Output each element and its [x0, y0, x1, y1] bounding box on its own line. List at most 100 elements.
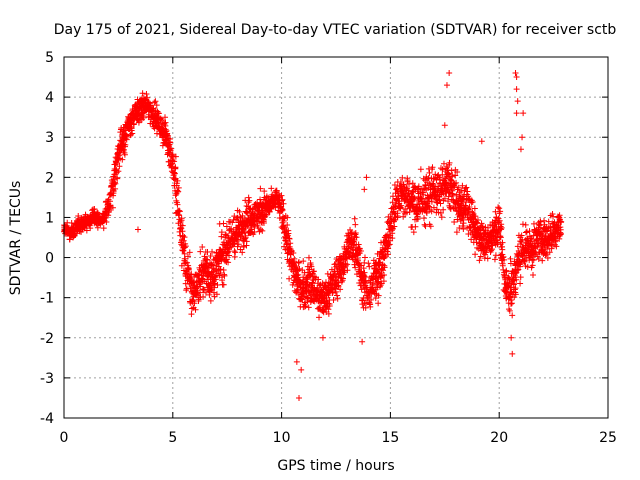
data-point [524, 263, 531, 270]
data-point [239, 249, 246, 256]
data-point [446, 159, 453, 166]
data-point [430, 204, 437, 211]
data-point [495, 204, 502, 211]
data-point [530, 271, 537, 278]
data-point [268, 185, 275, 192]
data-point [361, 254, 368, 261]
data-point [116, 163, 123, 170]
data-point [498, 226, 505, 233]
data-point [319, 334, 326, 341]
data-point [526, 228, 533, 235]
data-point [134, 226, 141, 233]
data-point [455, 184, 462, 191]
data-point [519, 134, 526, 141]
data-point [325, 292, 332, 299]
data-point [152, 98, 159, 105]
data-point [478, 220, 485, 227]
data-point [259, 227, 266, 234]
data-point [360, 265, 367, 272]
data-point [226, 226, 233, 233]
data-point [402, 205, 409, 212]
data-point [296, 265, 303, 272]
data-point [326, 302, 333, 309]
data-point [477, 253, 484, 260]
data-point [272, 204, 279, 211]
data-point [174, 177, 181, 184]
data-point [410, 229, 417, 236]
data-point [240, 243, 247, 250]
data-point [530, 256, 537, 263]
data-point [341, 268, 348, 275]
data-point [284, 222, 291, 229]
y-tick-label: 1 [45, 210, 54, 226]
data-point [230, 216, 237, 223]
data-point [443, 82, 450, 89]
data-point [359, 338, 366, 345]
data-point [100, 225, 107, 232]
data-point [522, 229, 529, 236]
data-point [514, 267, 521, 274]
data-point [440, 206, 447, 213]
data-point [286, 275, 293, 282]
data-point [220, 281, 227, 288]
data-point [389, 235, 396, 242]
data-point [460, 226, 467, 233]
data-point [380, 278, 387, 285]
data-point [251, 228, 258, 235]
data-point [162, 119, 169, 126]
data-point [153, 102, 160, 109]
data-point [499, 239, 506, 246]
data-point [489, 242, 496, 249]
data-point [437, 200, 444, 207]
data-point [338, 278, 345, 285]
data-point [458, 187, 465, 194]
data-point [423, 209, 430, 216]
data-point [183, 287, 190, 294]
data-point [120, 146, 127, 153]
data-point [112, 180, 119, 187]
data-point [557, 230, 564, 237]
data-point [506, 307, 513, 314]
data-point [527, 235, 534, 242]
data-point [436, 196, 443, 203]
data-point [468, 236, 475, 243]
data-point [246, 197, 253, 204]
data-point [447, 176, 454, 183]
data-point [200, 286, 207, 293]
data-point [352, 264, 359, 271]
data-point [180, 247, 187, 254]
data-point [430, 175, 437, 182]
data-point [223, 223, 230, 230]
data-point [541, 217, 548, 224]
data-point [512, 285, 519, 292]
data-point [517, 260, 524, 267]
data-point [335, 279, 342, 286]
data-point [332, 285, 339, 292]
data-point [171, 158, 178, 165]
data-point [332, 288, 339, 295]
data-point [287, 240, 294, 247]
data-point [463, 184, 470, 191]
data-point [178, 215, 185, 222]
data-point [410, 194, 417, 201]
data-point [122, 141, 129, 148]
data-point [365, 260, 372, 267]
data-point [285, 230, 292, 237]
data-point [172, 153, 179, 160]
data-point [367, 303, 374, 310]
data-point [242, 234, 249, 241]
data-point [214, 282, 221, 289]
data-point [257, 185, 264, 192]
data-point [181, 255, 188, 262]
data-point [459, 182, 466, 189]
data-point [389, 193, 396, 200]
data-point [391, 181, 398, 188]
data-point [543, 250, 550, 257]
data-point [459, 223, 466, 230]
data-point [209, 248, 216, 255]
data-point [243, 208, 250, 215]
data-point [218, 229, 225, 236]
data-point [193, 284, 200, 291]
data-point [508, 334, 515, 341]
data-point [336, 270, 343, 277]
